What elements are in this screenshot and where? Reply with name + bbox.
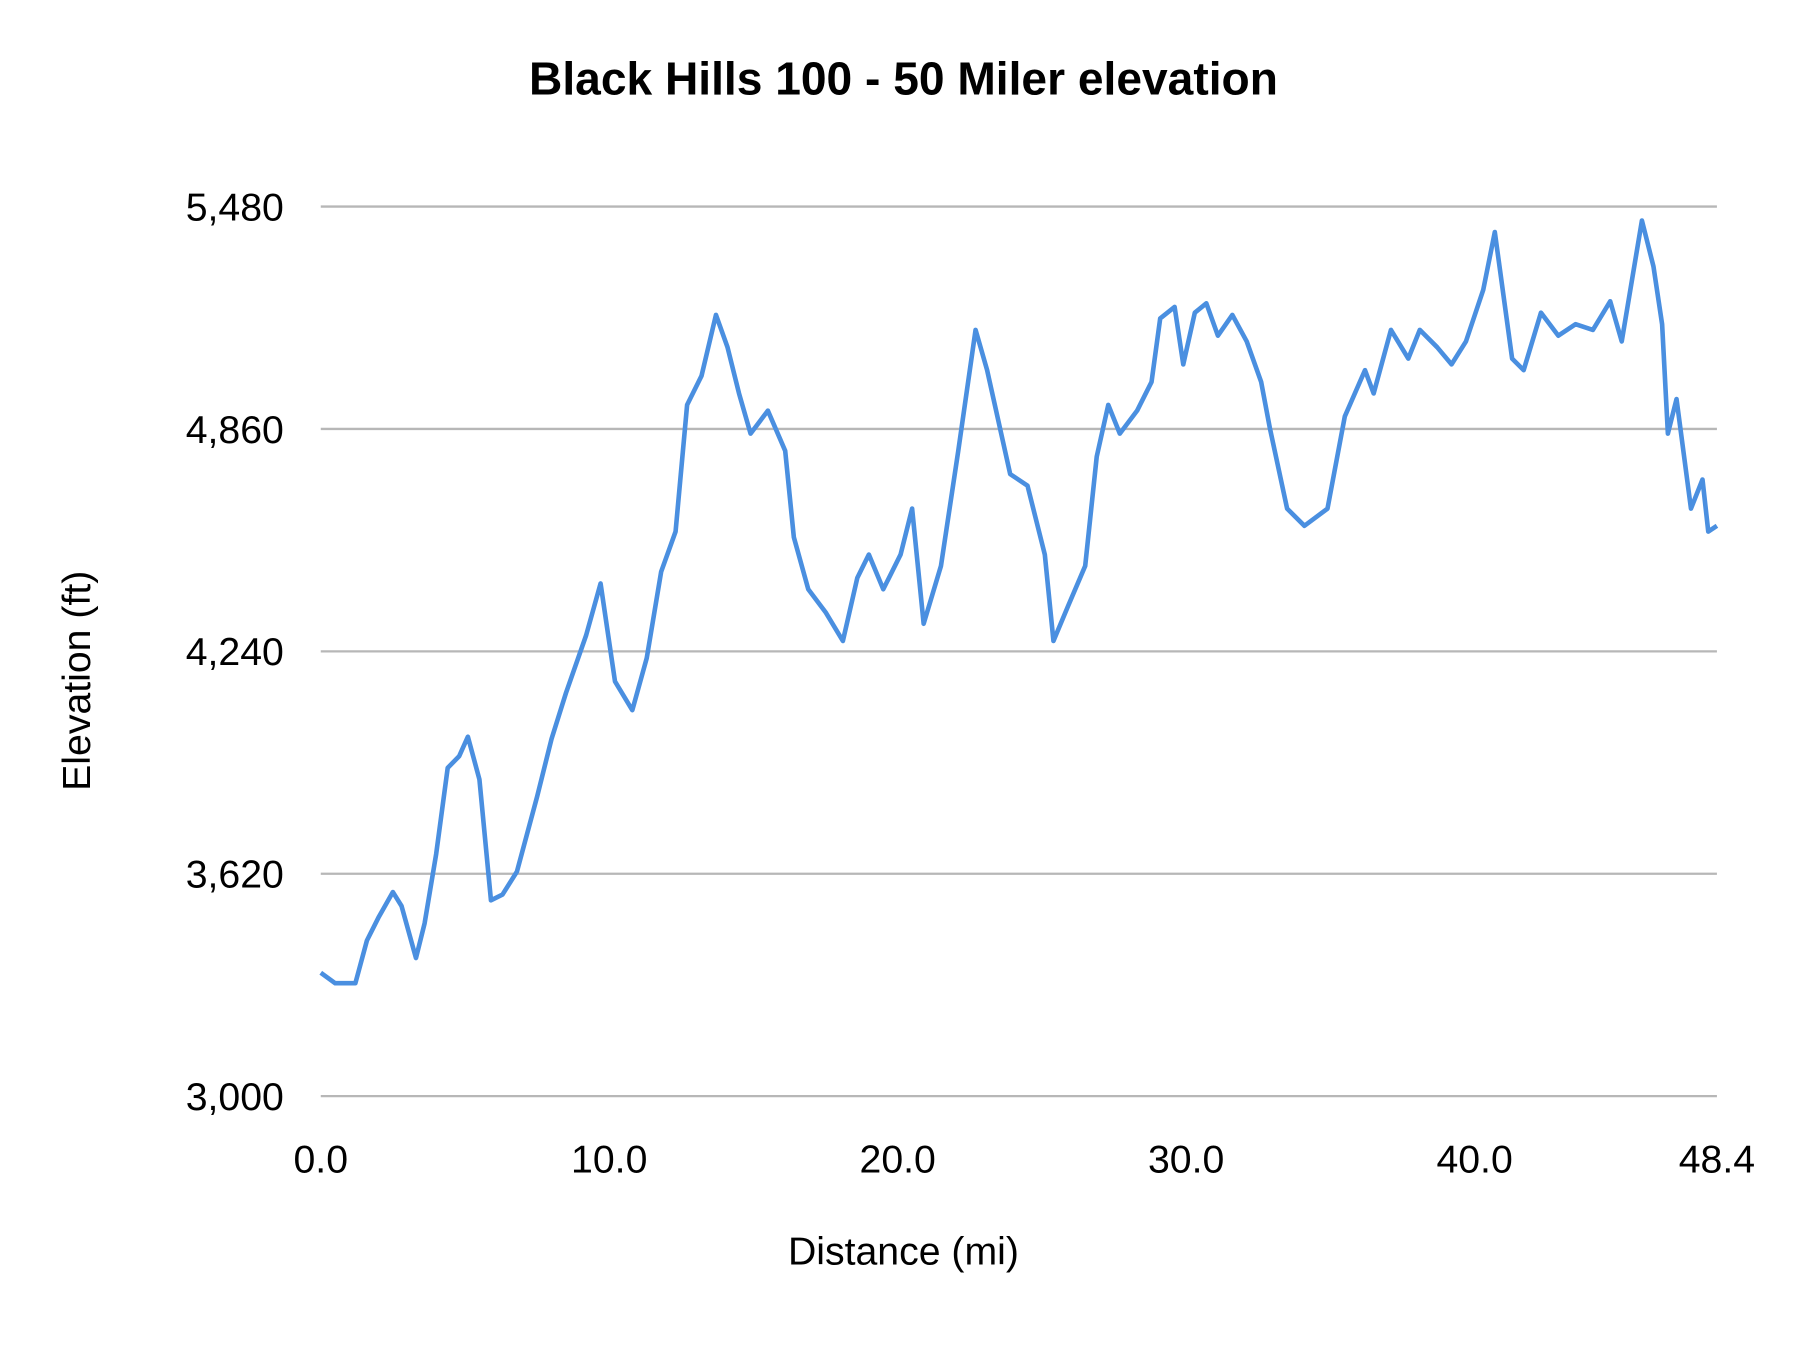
- y-tick-labels: 3,000 3,620 4,240 4,860 5,480: [186, 185, 284, 1119]
- series-group: [319, 218, 1719, 986]
- x-axis-label: Distance (mi): [788, 1230, 1019, 1274]
- y-tick-label: 4,240: [186, 630, 284, 674]
- y-tick-label: 3,620: [186, 853, 284, 897]
- chart-title: Black Hills 100 - 50 Miler elevation: [529, 53, 1278, 105]
- y-tick-label: 3,000: [186, 1075, 284, 1119]
- y-tick-label: 5,480: [186, 185, 284, 229]
- x-tick-label: 20.0: [860, 1137, 936, 1181]
- y-tick-label: 4,860: [186, 408, 284, 452]
- x-tick-label: 40.0: [1436, 1137, 1512, 1181]
- y-axis-label: Elevation (ft): [55, 571, 99, 791]
- x-tick-labels: 0.0 10.0 20.0 30.0 40.0 48.4: [294, 1137, 1756, 1181]
- elevation-line: [319, 218, 1719, 986]
- x-tick-label: 10.0: [571, 1137, 647, 1181]
- gridlines: [320, 205, 1717, 1098]
- x-tick-label: 0.0: [294, 1137, 349, 1181]
- x-tick-label: 48.4: [1679, 1137, 1755, 1181]
- x-tick-label: 30.0: [1148, 1137, 1224, 1181]
